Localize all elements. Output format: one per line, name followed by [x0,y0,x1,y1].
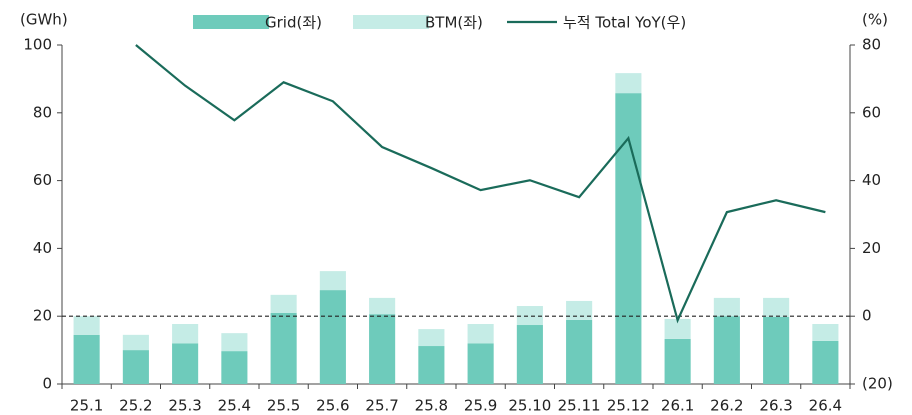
line [135,44,826,324]
y-tick-label: 100 [23,36,52,54]
bar [516,325,543,384]
bar [122,334,149,351]
bar [73,316,100,335]
bar [763,297,790,317]
bar [713,316,740,384]
bar [713,297,740,317]
bar [319,290,346,384]
bar [566,319,593,384]
bar [812,323,839,341]
y2-tick-label: 80 [862,36,881,54]
y2-tick-label: 60 [862,103,881,121]
bar [566,300,593,320]
x-tick-label: 25.11 [558,397,601,415]
x-tick-label: 26.2 [710,397,743,415]
x-tick-label: 26.4 [809,397,842,415]
y-tick-label: 20 [33,307,52,325]
x-tick-label: 25.6 [316,397,349,415]
legend-label: BTM(좌) [425,14,483,32]
bar [270,294,297,313]
x-tick-label: 26.1 [661,397,694,415]
y-axis-label: (GWh) [20,11,68,29]
bar [418,329,445,347]
x-tick-label: 25.5 [267,397,300,415]
bar [172,323,199,344]
bar [122,350,149,384]
x-tick-label: 25.10 [508,397,551,415]
bar [319,271,346,291]
y-tick-label: 60 [33,171,52,189]
y-tick-label: 80 [33,103,52,121]
y2-tick-label: 0 [862,307,872,325]
x-tick-label: 25.7 [365,397,398,415]
legend-swatch [193,15,269,29]
bar [812,340,839,384]
y2-tick-label: 40 [862,171,881,189]
y2-axis-label: (%) [862,11,888,29]
bar [270,312,297,384]
bar [763,316,790,384]
bar [172,343,199,384]
bar [467,343,494,384]
bar [369,297,396,315]
bar [467,323,494,344]
bar [418,346,445,384]
legend-swatch [353,15,429,29]
bar [369,314,396,384]
x-tick-label: 25.12 [607,397,650,415]
x-tick-label: 25.4 [218,397,251,415]
y2-tick-label: (20) [862,375,893,393]
bar [664,318,691,339]
y-tick-label: 0 [42,375,52,393]
bar [516,306,543,326]
x-tick-label: 25.2 [119,397,152,415]
x-tick-label: 25.3 [168,397,201,415]
bar [221,333,248,352]
x-tick-label: 25.1 [70,397,103,415]
bar [73,334,100,384]
bar [615,73,642,94]
x-tick-label: 26.3 [759,397,792,415]
legend-label: 누적 Total YoY(우) [563,14,686,32]
legend-label: Grid(좌) [265,14,322,32]
x-tick-label: 25.9 [464,397,497,415]
bar [664,338,691,384]
x-tick-label: 25.8 [415,397,448,415]
bar [221,351,248,384]
y2-tick-label: 20 [862,239,881,257]
y-tick-label: 40 [33,239,52,257]
